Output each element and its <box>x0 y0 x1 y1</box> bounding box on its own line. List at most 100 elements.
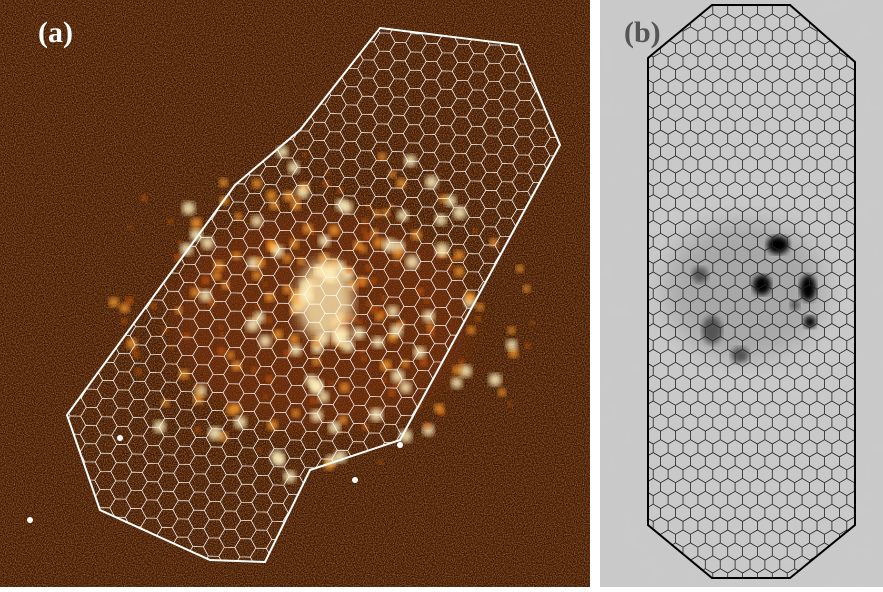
hii-region <box>329 225 340 236</box>
hii-region <box>434 404 444 414</box>
hii-region <box>425 176 438 189</box>
hii-region <box>411 230 421 240</box>
hii-region <box>292 409 300 417</box>
hii-region <box>193 394 203 404</box>
hii-region <box>251 215 262 226</box>
hii-region <box>337 187 343 193</box>
hii-region <box>506 339 517 350</box>
emission-knot <box>753 275 771 295</box>
hii-region <box>516 265 524 273</box>
hii-region <box>259 335 271 347</box>
hii-region <box>424 298 429 303</box>
hii-region <box>358 280 365 287</box>
hii-region <box>169 344 173 348</box>
hii-region <box>341 339 354 352</box>
hii-region <box>126 297 133 304</box>
hii-region <box>467 326 475 334</box>
hii-region <box>439 195 447 203</box>
hii-region <box>263 282 267 286</box>
hii-region <box>370 278 376 284</box>
hii-region <box>370 306 377 313</box>
hii-region <box>283 285 292 294</box>
hii-region <box>290 307 298 315</box>
hii-region <box>473 228 478 233</box>
hii-region <box>234 416 247 429</box>
hii-region <box>381 296 386 301</box>
hii-region <box>310 381 323 394</box>
hii-region <box>389 389 396 396</box>
star <box>117 435 123 441</box>
hii-region <box>212 271 221 280</box>
panel-label: (b) <box>624 16 661 49</box>
hii-region <box>362 424 369 431</box>
star <box>352 477 358 483</box>
hii-region <box>120 303 130 313</box>
hii-region <box>290 344 302 356</box>
hii-region <box>406 255 419 268</box>
hii-region <box>346 267 351 272</box>
hii-region <box>252 179 261 188</box>
hii-region <box>250 313 254 317</box>
hii-region <box>427 329 434 336</box>
hii-region <box>400 382 412 394</box>
hii-region <box>270 201 279 210</box>
hii-region <box>339 416 348 425</box>
hii-region <box>378 153 386 161</box>
hii-region <box>435 214 447 226</box>
hii-region <box>183 333 190 340</box>
emission-knot <box>804 316 816 328</box>
hii-region <box>141 196 147 202</box>
emission-knot <box>731 347 749 363</box>
hii-region <box>530 321 534 325</box>
hii-region <box>315 342 319 346</box>
hii-region <box>373 238 383 248</box>
hii-region <box>310 398 316 404</box>
hii-region <box>266 376 273 383</box>
hii-region <box>340 383 349 392</box>
hii-region <box>359 349 364 354</box>
hii-region <box>177 240 181 244</box>
hii-region <box>194 427 200 433</box>
hii-region <box>255 305 259 309</box>
hii-region <box>288 162 300 174</box>
hii-region <box>133 351 140 358</box>
hii-region <box>252 271 261 280</box>
hii-region <box>357 319 362 324</box>
hii-region <box>498 388 506 396</box>
panel-a: (a) <box>0 0 591 587</box>
page: (a) (b) (() => { const data = JSON.parse… <box>0 0 883 587</box>
hii-region <box>226 404 237 415</box>
star <box>397 442 403 448</box>
hii-region <box>329 381 334 386</box>
hii-region <box>393 249 403 259</box>
emission-knot <box>767 236 789 254</box>
hii-region <box>318 391 329 402</box>
hii-region <box>361 228 366 233</box>
hii-region <box>523 285 531 293</box>
hii-region <box>127 225 131 229</box>
hii-region <box>136 369 142 375</box>
hii-region <box>220 333 224 337</box>
hii-region <box>476 303 484 311</box>
hii-region <box>267 420 277 430</box>
hii-region <box>525 343 531 349</box>
star <box>27 517 33 523</box>
hii-region <box>420 359 427 366</box>
hii-region <box>168 219 173 224</box>
hii-region <box>266 191 276 201</box>
hii-region <box>475 316 481 322</box>
hii-region <box>246 318 260 332</box>
figure: (a) (b) <box>0 0 883 587</box>
hii-region <box>289 334 299 344</box>
hii-region <box>458 360 464 366</box>
hii-region <box>232 252 241 261</box>
hii-region <box>508 402 513 407</box>
hii-region <box>219 178 228 187</box>
panel-b: (b) <box>600 0 883 587</box>
hii-region <box>227 351 235 359</box>
hii-region <box>194 386 200 392</box>
hii-region <box>191 218 202 229</box>
hii-region <box>266 317 272 323</box>
hii-region <box>251 367 257 373</box>
hii-region <box>454 250 464 260</box>
